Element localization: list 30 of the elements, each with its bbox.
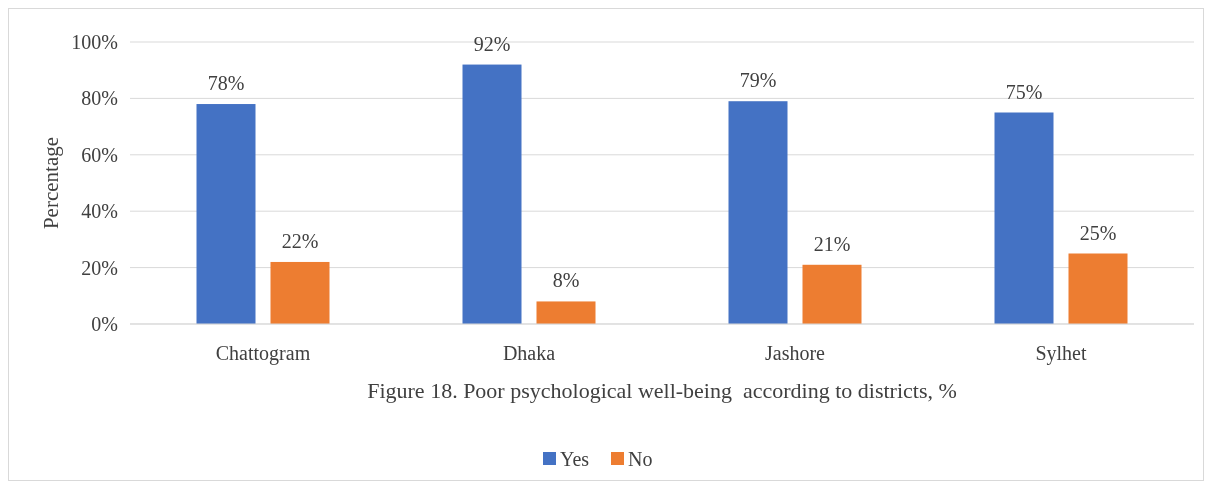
bar xyxy=(536,301,596,324)
y-tick-label: 20% xyxy=(81,256,118,279)
bar xyxy=(270,261,330,324)
y-tick-label: 60% xyxy=(81,143,118,166)
y-tick-label: 0% xyxy=(91,313,118,335)
data-label: 79% xyxy=(739,69,777,92)
x-tick-label: Sylhet xyxy=(1035,342,1087,365)
data-label: 92% xyxy=(473,32,511,55)
bar xyxy=(196,104,256,324)
data-label: 8% xyxy=(552,269,580,292)
legend-label: Yes xyxy=(560,448,590,470)
y-tick-label: 100% xyxy=(71,31,118,53)
x-tick-label: Chattogram xyxy=(215,342,311,365)
data-label: 22% xyxy=(281,229,319,252)
text: Figure 18. Poor psychological well-being according to districts, % xyxy=(367,378,957,403)
legend-label: No xyxy=(628,448,653,470)
y-tick-label: 80% xyxy=(81,87,118,110)
y-axis-title: Percentage xyxy=(39,136,63,230)
x-tick-label: Jashore xyxy=(765,342,826,364)
data-label: 75% xyxy=(1005,80,1043,103)
bar xyxy=(1068,253,1128,324)
data-label: 78% xyxy=(207,72,245,95)
data-label: 21% xyxy=(813,232,851,255)
x-tick-label: Dhaka xyxy=(502,342,556,364)
bar xyxy=(994,112,1054,324)
bar xyxy=(728,101,788,324)
bar xyxy=(802,264,862,324)
data-label: 25% xyxy=(1079,221,1117,244)
y-tick-label: 40% xyxy=(81,200,118,223)
bar xyxy=(462,64,522,324)
